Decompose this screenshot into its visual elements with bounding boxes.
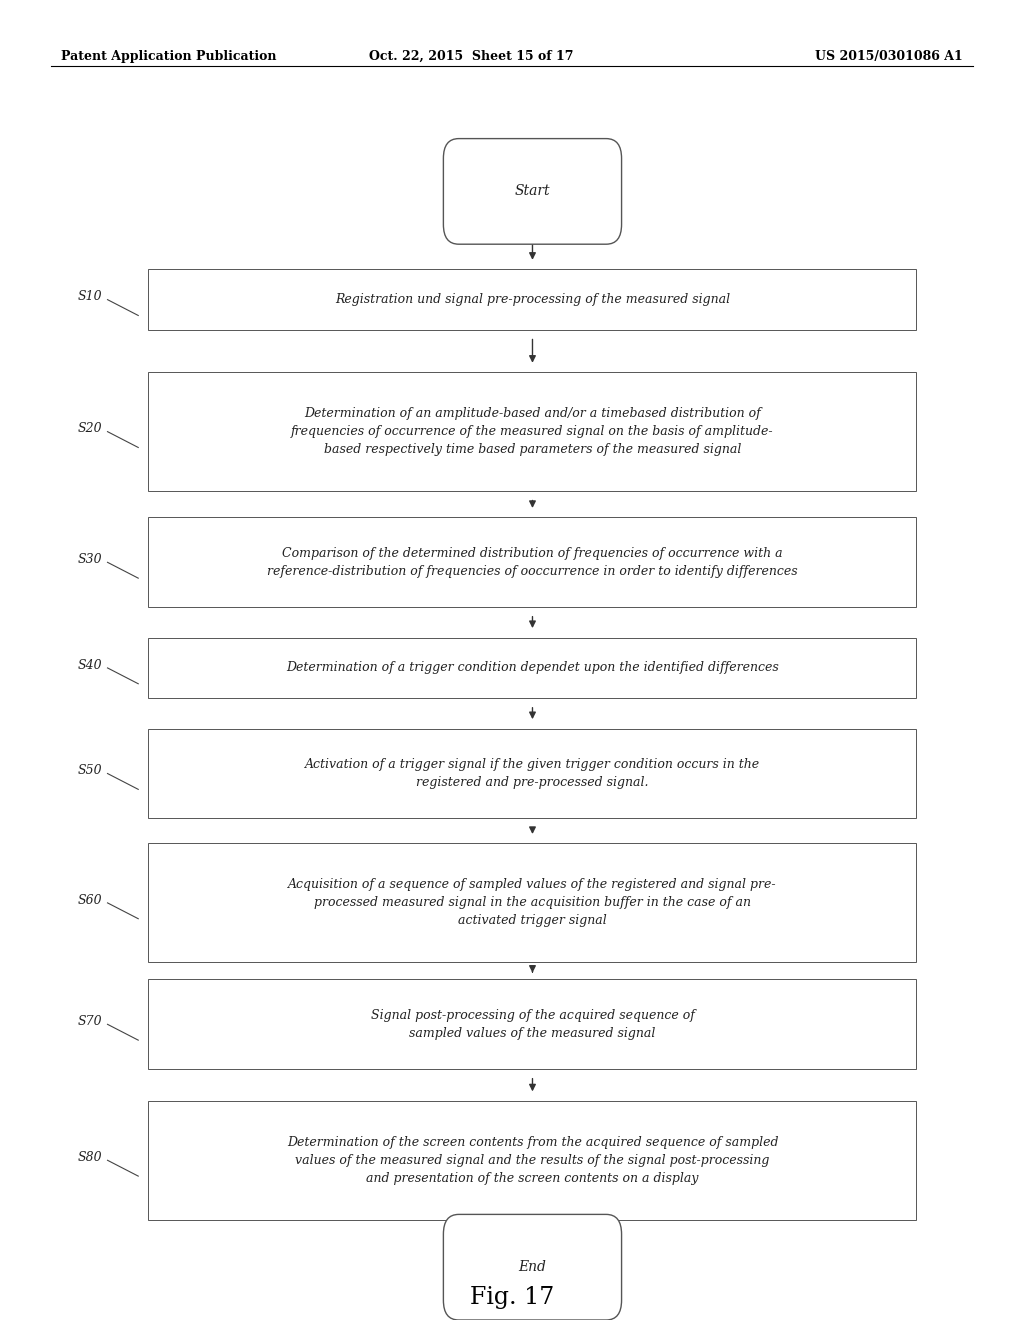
Text: Determination of the screen contents from the acquired sequence of sampled
value: Determination of the screen contents fro…	[287, 1135, 778, 1185]
Text: S40: S40	[78, 659, 102, 672]
Text: Activation of a trigger signal if the given trigger condition occurs in the
regi: Activation of a trigger signal if the gi…	[305, 758, 760, 789]
Text: Registration und signal pre-processing of the measured signal: Registration und signal pre-processing o…	[335, 293, 730, 306]
Text: End: End	[518, 1261, 547, 1274]
Text: Oct. 22, 2015  Sheet 15 of 17: Oct. 22, 2015 Sheet 15 of 17	[369, 50, 573, 63]
FancyBboxPatch shape	[148, 269, 916, 330]
Text: Fig. 17: Fig. 17	[470, 1287, 554, 1309]
Text: S20: S20	[78, 422, 102, 436]
Text: S10: S10	[78, 290, 102, 304]
FancyBboxPatch shape	[148, 1101, 916, 1220]
Text: Acquisition of a sequence of sampled values of the registered and signal pre-
pr: Acquisition of a sequence of sampled val…	[288, 878, 777, 928]
FancyBboxPatch shape	[148, 729, 916, 818]
Text: US 2015/0301086 A1: US 2015/0301086 A1	[815, 50, 963, 63]
Text: S50: S50	[78, 764, 102, 777]
Text: Determination of an amplitude-based and/or a timebased distribution of
frequenci: Determination of an amplitude-based and/…	[291, 407, 774, 457]
FancyBboxPatch shape	[443, 1214, 622, 1320]
FancyBboxPatch shape	[148, 979, 916, 1069]
Text: Determination of a trigger condition dependet upon the identified differences: Determination of a trigger condition dep…	[286, 661, 779, 675]
FancyBboxPatch shape	[148, 517, 916, 607]
Text: S60: S60	[78, 894, 102, 907]
FancyBboxPatch shape	[443, 139, 622, 244]
Text: S80: S80	[78, 1151, 102, 1164]
Text: S70: S70	[78, 1015, 102, 1028]
FancyBboxPatch shape	[148, 843, 916, 962]
Text: Comparison of the determined distribution of frequencies of occurrence with a
re: Comparison of the determined distributio…	[267, 546, 798, 578]
FancyBboxPatch shape	[148, 638, 916, 698]
Text: Start: Start	[515, 185, 550, 198]
FancyBboxPatch shape	[148, 372, 916, 491]
Text: S30: S30	[78, 553, 102, 566]
Text: Patent Application Publication: Patent Application Publication	[61, 50, 276, 63]
Text: Signal post-processing of the acquired sequence of
sampled values of the measure: Signal post-processing of the acquired s…	[371, 1008, 694, 1040]
